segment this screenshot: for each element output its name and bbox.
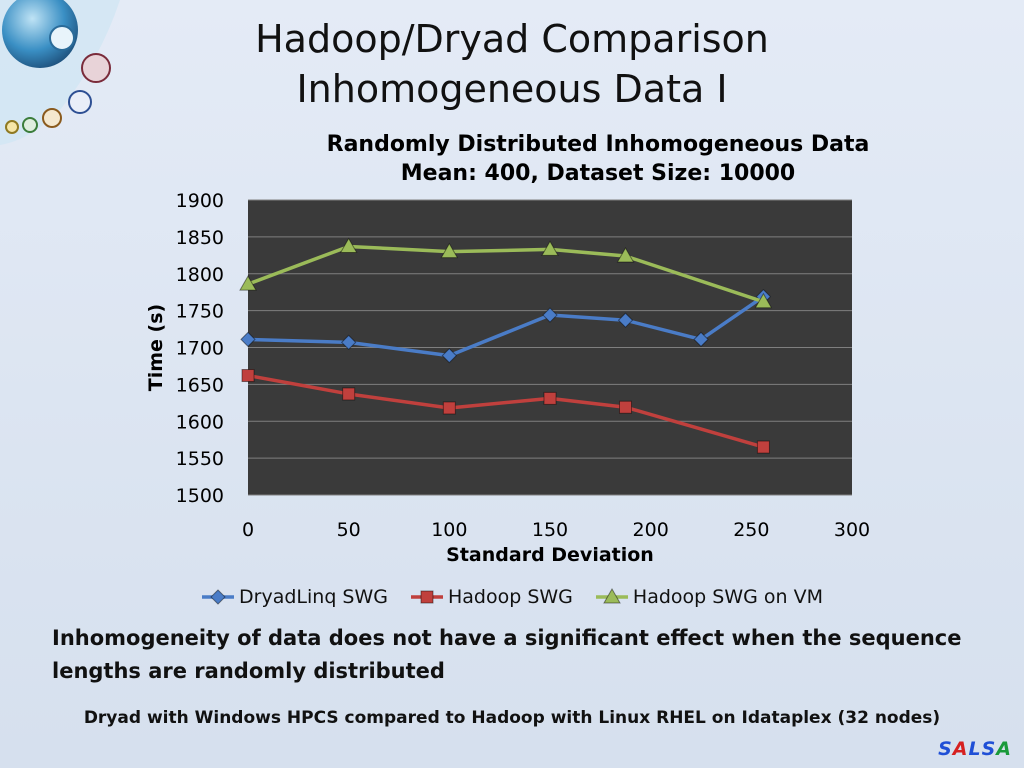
legend-marker: [603, 588, 621, 604]
y-axis-label: Time (s): [145, 304, 167, 391]
y-tick-label: 1800: [176, 264, 224, 286]
series-layer: [239, 237, 773, 454]
legend-swatch-icon: [595, 588, 628, 604]
legend-swatch-icon: [202, 589, 235, 605]
x-tick-label: 100: [431, 519, 467, 541]
chart-subtitle: Mean: 400, Dataset Size: 10000: [400, 161, 796, 186]
y-tick-label: 1850: [176, 227, 224, 249]
data-point: [339, 237, 358, 253]
legend-item: Hadoop SWG on VM: [595, 586, 823, 608]
legend-marker: [420, 590, 434, 604]
y-tick-label: 1900: [176, 190, 224, 212]
series-dryadlinq-swg: [240, 288, 772, 364]
brand-letter: A: [952, 738, 969, 760]
salsa-logo: SALSA: [938, 738, 1012, 760]
data-point: [619, 400, 632, 414]
data-point: [756, 440, 770, 454]
data-point: [541, 240, 559, 256]
brand-letter: S: [981, 738, 997, 760]
series-hadoop-swg-on-vm: [239, 237, 773, 309]
data-point: [442, 401, 456, 415]
y-tick-label: 1550: [176, 448, 224, 470]
x-tick-label: 50: [337, 519, 361, 541]
brand-letter: S: [938, 738, 953, 760]
legend-swatch-icon: [411, 590, 443, 604]
line-chart: 1500 1550 1600 1650 1700 1750 1800 1850 1900 0 50…: [145, 190, 870, 566]
slide-title: Hadoop/Dryad Comparison Inhomogeneous Da…: [0, 14, 1024, 114]
data-point: [617, 312, 634, 328]
x-axis-label: Standard Deviation: [446, 544, 654, 566]
data-point: [241, 369, 255, 383]
y-tick-label: 1650: [176, 374, 224, 396]
slide-note: Inhomogeneity of data does not have a si…: [52, 626, 962, 683]
data-point: [440, 242, 459, 259]
data-point: [616, 247, 635, 263]
y-tick-label: 1700: [176, 338, 224, 360]
y-tick-labels: 1500 1550 1600 1650 1700 1750 1800 1850 1900: [176, 190, 224, 507]
legend-label: DryadLinq SWG: [239, 586, 388, 608]
legend-item: Hadoop SWG: [410, 586, 573, 608]
x-tick-labels: 0 50 100 150 200 250 300: [242, 519, 870, 541]
globe-decoration-icon: [0, 0, 120, 145]
legend-label: Hadoop SWG on VM: [632, 586, 823, 608]
brand-letter: L: [968, 738, 982, 760]
x-tick-label: 150: [532, 519, 568, 541]
title-line-1: Hadoop/Dryad Comparison: [255, 17, 769, 61]
series-line: [247, 373, 764, 449]
chart-legend: DryadLinq SWG Hadoop SWG Hadoop SWG on VM: [0, 586, 1024, 608]
data-point: [754, 292, 773, 309]
data-point: [542, 307, 558, 323]
y-tick-label: 1750: [176, 301, 224, 323]
x-tick-label: 200: [633, 519, 669, 541]
chart-title-block: Randomly Distributed Inhomogeneous Data …: [248, 130, 948, 188]
chart-title: Randomly Distributed Inhomogeneous Data: [326, 132, 870, 157]
data-point: [543, 391, 557, 405]
data-point: [240, 331, 256, 348]
data-point: [342, 387, 356, 401]
legend-label: Hadoop SWG: [448, 586, 573, 608]
title-line-2: Inhomogeneous Data I: [296, 67, 728, 111]
slide-footer: Dryad with Windows HPCS compared to Hado…: [83, 708, 941, 728]
data-point: [693, 331, 709, 348]
legend-marker: [210, 589, 226, 605]
data-point: [441, 347, 458, 364]
series-hadoop-swg: [241, 369, 770, 454]
y-tick-label: 1500: [176, 485, 224, 507]
data-point: [239, 275, 257, 291]
brand-letter: A: [996, 738, 1012, 760]
legend-item: DryadLinq SWG: [201, 586, 388, 608]
y-tick-label: 1600: [176, 411, 224, 433]
series-line: [247, 244, 764, 304]
x-tick-label: 250: [733, 519, 769, 541]
x-tick-label: 300: [834, 519, 870, 541]
x-tick-label: 0: [242, 519, 254, 541]
data-point: [340, 334, 357, 351]
